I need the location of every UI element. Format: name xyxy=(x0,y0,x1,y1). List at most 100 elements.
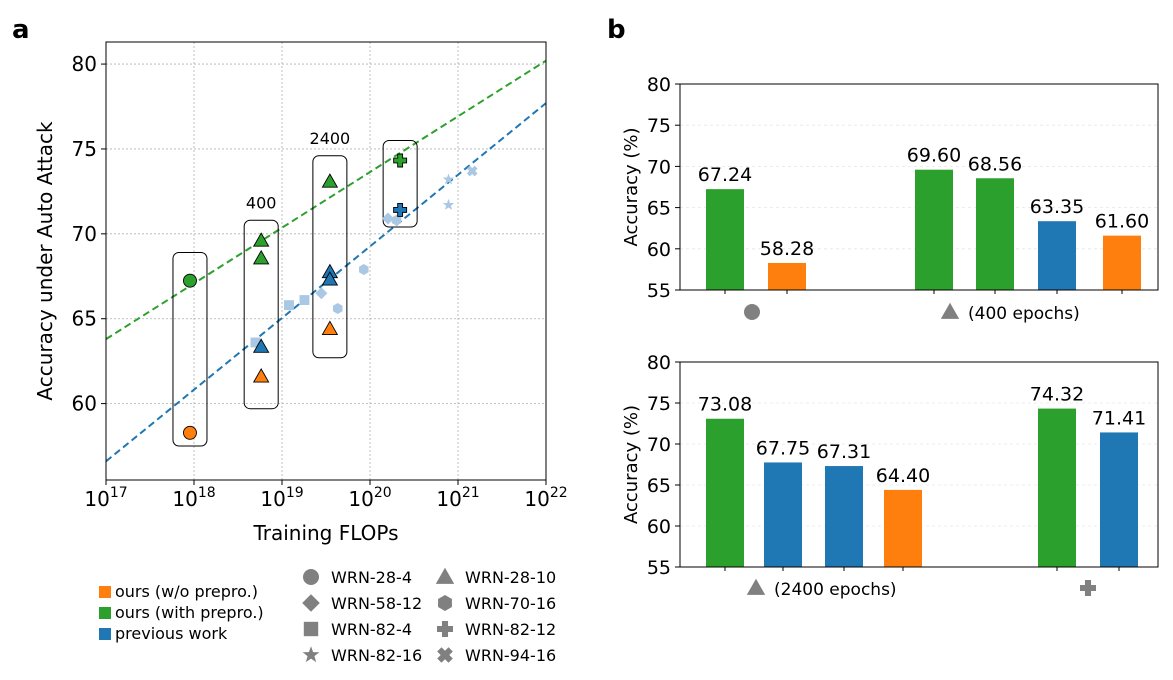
x-tick-exponent: 22 xyxy=(550,485,568,501)
scatter-point xyxy=(442,198,455,210)
group-box xyxy=(382,139,418,228)
x-axis-label: Training FLOPs xyxy=(252,521,398,545)
scatter-point xyxy=(299,295,310,305)
y-tick-label: 75 xyxy=(647,393,671,415)
scatter-point xyxy=(466,165,478,177)
scatter-point xyxy=(393,153,408,168)
scatter-point xyxy=(321,271,339,286)
x-tick-label: 1021 xyxy=(436,485,479,511)
y-tick-label: 55 xyxy=(647,557,671,579)
panel-label-b: b xyxy=(607,15,626,45)
x-icon xyxy=(437,647,453,663)
x-tick-base: 10 xyxy=(260,487,285,511)
x-tick-base: 10 xyxy=(524,487,549,511)
y-tick-label: 80 xyxy=(72,52,97,76)
y-tick-label: 65 xyxy=(647,475,671,497)
scatter-point xyxy=(252,368,270,383)
y-tick-label: 55 xyxy=(647,280,671,302)
bar xyxy=(706,189,744,290)
circle-icon xyxy=(303,569,319,585)
y-axis-label: Accuracy (%) xyxy=(621,405,642,524)
axes-frame xyxy=(105,41,547,481)
y-tick-label: 60 xyxy=(647,516,671,538)
legend-color-label: ours (with prepro.) xyxy=(115,603,264,622)
bar xyxy=(768,262,806,290)
bar xyxy=(1100,432,1138,567)
x-icon-shape xyxy=(437,647,453,663)
scatter-point xyxy=(252,338,270,353)
bar xyxy=(706,418,744,567)
bar-value-label: 71.41 xyxy=(1092,407,1146,429)
y-axis-label: Accuracy under Auto Attack xyxy=(33,121,57,401)
scatter-point xyxy=(252,249,270,265)
x-tick-exponent: 18 xyxy=(198,485,216,501)
bar-value-label: 63.35 xyxy=(1030,196,1084,218)
category-icon xyxy=(746,578,766,595)
triangle-icon xyxy=(435,567,455,584)
scatter-point xyxy=(442,173,455,185)
category-label: (400 epochs) xyxy=(968,304,1080,324)
legend-marker-label: WRN-58-12 xyxy=(331,594,422,613)
plus-icon xyxy=(437,621,453,637)
y-tick-label: 70 xyxy=(647,434,671,456)
legend: ours (w/o prepro.) ours (with prepro.) pre… xyxy=(99,567,556,665)
trendlines xyxy=(106,59,546,463)
scatter-point xyxy=(393,202,408,217)
scatter-point xyxy=(359,263,369,275)
trendline xyxy=(106,59,546,340)
bar-value-label: 67.75 xyxy=(756,437,810,459)
y-axis-label: Accuracy (%) xyxy=(621,127,642,246)
legend-marker-label: WRN-82-4 xyxy=(331,620,412,639)
bar xyxy=(764,462,802,567)
bar xyxy=(1038,408,1076,567)
bar xyxy=(825,466,863,567)
bar-value-label: 68.56 xyxy=(968,153,1022,175)
scatter-point xyxy=(321,320,339,335)
scatter-point-shape xyxy=(466,165,478,177)
x-tick-exponent: 19 xyxy=(286,485,304,501)
y-tick-label: 80 xyxy=(647,352,671,374)
x-tick-exponent: 17 xyxy=(110,485,128,501)
panel-label-a: a xyxy=(12,15,30,45)
group-label: 2400 xyxy=(310,129,351,148)
category-icon xyxy=(940,302,960,319)
scatter-point xyxy=(284,300,294,311)
x-tick-label: 1019 xyxy=(260,485,303,511)
scatter-point xyxy=(183,273,197,288)
y-tick-label: 60 xyxy=(647,239,671,261)
trendline xyxy=(106,102,546,463)
scatter-point xyxy=(391,214,402,226)
hexagon-icon xyxy=(438,595,452,611)
bar xyxy=(915,169,953,290)
bar xyxy=(1103,235,1141,290)
x-tick-label: 1020 xyxy=(348,485,391,511)
x-tick-label: 1022 xyxy=(524,485,567,511)
bar xyxy=(884,489,922,567)
legend-color-label: previous work xyxy=(115,624,228,643)
x-tick-base: 10 xyxy=(348,487,373,511)
scatter-point xyxy=(252,232,270,247)
x-tick-label: 1018 xyxy=(172,485,215,511)
bar-value-label: 58.28 xyxy=(760,238,814,260)
x-tick-exponent: 21 xyxy=(462,485,480,501)
bar-value-label: 64.40 xyxy=(876,465,930,487)
y-tick-label: 75 xyxy=(647,115,671,137)
legend-swatch xyxy=(99,628,111,640)
bar-value-label: 67.24 xyxy=(698,164,752,186)
legend-marker-label: WRN-70-16 xyxy=(465,594,556,613)
legend-swatch xyxy=(99,607,111,619)
axes-frame xyxy=(679,83,1159,291)
category-label: (2400 epochs) xyxy=(774,580,897,600)
square-icon xyxy=(303,621,319,637)
bar-value-label: 74.32 xyxy=(1030,384,1084,406)
x-tick-exponent: 20 xyxy=(374,485,392,501)
x-tick-base: 10 xyxy=(172,487,197,511)
y-tick-label: 60 xyxy=(72,392,97,416)
category-icon xyxy=(744,304,760,320)
y-tick-label: 65 xyxy=(647,198,671,220)
legend-swatch xyxy=(99,586,111,598)
bar xyxy=(1038,221,1076,290)
